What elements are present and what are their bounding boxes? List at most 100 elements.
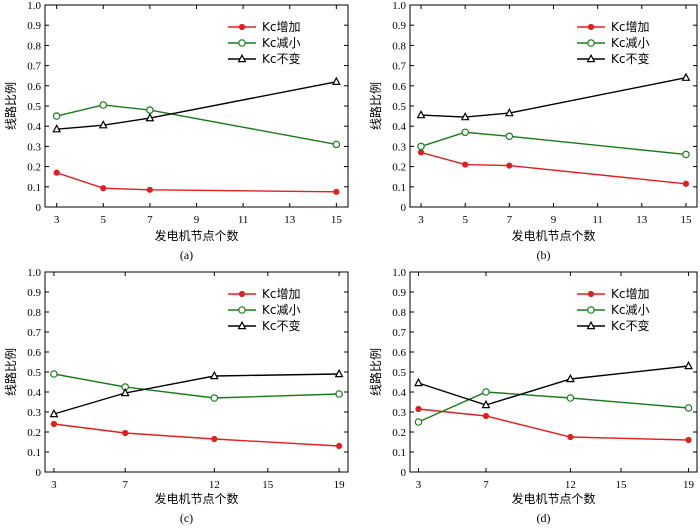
data-point <box>462 161 469 168</box>
data-point <box>52 124 62 133</box>
y-axis-label: 线路比例 <box>3 348 18 396</box>
data-point <box>238 290 246 298</box>
legend-label: Kc增加 <box>262 20 300 34</box>
data-point <box>587 290 595 298</box>
data-point <box>238 39 246 47</box>
y-tick-label: 0.7 <box>27 327 41 339</box>
data-point <box>332 140 341 149</box>
y-tick-label: 1.0 <box>392 0 406 12</box>
y-tick-label: 0.2 <box>392 427 406 439</box>
y-tick-label: 0.3 <box>392 407 406 419</box>
x-axis-label: 发电机节点个数 <box>154 228 238 243</box>
plot-frame <box>44 4 349 208</box>
x-tick-label: 3 <box>416 479 422 491</box>
legend-label: Kc不变 <box>262 51 300 66</box>
y-tick-label: 0.6 <box>27 347 41 359</box>
data-point <box>209 370 219 380</box>
legend-label: Kc不变 <box>611 318 649 333</box>
y-tick-label: 0.8 <box>392 307 406 319</box>
panel-label: (c) <box>180 511 193 525</box>
data-point <box>100 185 107 192</box>
y-tick-label: 0.8 <box>392 40 406 52</box>
x-tick-label: 3 <box>51 479 57 491</box>
data-point <box>505 132 514 141</box>
data-point <box>99 101 108 109</box>
y-tick-label: 0.5 <box>392 101 406 113</box>
series-line <box>53 373 340 399</box>
x-tick-label: 12 <box>209 479 220 491</box>
legend-label: Kc增加 <box>611 287 649 301</box>
data-point <box>335 442 343 450</box>
x-tick-label: 15 <box>331 214 343 226</box>
legend-label: Kc增加 <box>611 20 649 34</box>
y-tick-label: 0.9 <box>392 20 406 32</box>
y-tick-label: 0.7 <box>392 327 406 339</box>
panel-label: (d) <box>537 511 551 525</box>
data-point <box>504 107 514 117</box>
x-axis-label: 发电机节点个数 <box>154 491 238 506</box>
y-tick-label: 0.5 <box>27 101 41 113</box>
data-point <box>49 408 59 418</box>
y-tick-label: 0.5 <box>27 367 41 379</box>
y-tick-label: 0.3 <box>27 407 41 419</box>
data-point <box>145 113 155 122</box>
data-point <box>238 306 246 314</box>
x-tick-label: 5 <box>462 214 468 226</box>
series-line <box>420 131 687 156</box>
data-point <box>50 370 58 378</box>
data-point <box>210 394 219 402</box>
y-tick-label: 0.4 <box>27 121 41 133</box>
data-point <box>682 150 690 159</box>
x-axis-label: 发电机节点个数 <box>511 228 595 243</box>
data-point <box>681 72 691 81</box>
data-point <box>335 390 343 398</box>
x-tick-label: 15 <box>616 479 628 491</box>
series-line <box>418 391 689 423</box>
y-axis-label: 线路比例 <box>3 82 18 130</box>
legend-label: Kc增加 <box>262 287 300 301</box>
y-tick-label: 0.4 <box>392 121 406 133</box>
y-tick-label: 0.8 <box>27 307 41 319</box>
series-line <box>56 81 337 130</box>
data-point <box>237 53 247 63</box>
x-tick-label: 15 <box>680 214 692 226</box>
data-point <box>565 373 575 383</box>
data-point <box>587 306 595 314</box>
x-tick-label: 9 <box>551 214 557 226</box>
x-tick-label: 7 <box>507 214 513 226</box>
chart-panel-2: 0 0.1 0.2 0.3 0.4 0.5 0.6 0.7 0.8 0.9 1.0 3 5 7 9 11 13 1… <box>368 0 698 262</box>
data-point <box>586 320 596 330</box>
x-tick-label: 13 <box>636 214 648 226</box>
data-point <box>237 320 247 330</box>
data-point <box>146 106 154 114</box>
y-tick-label: 1.0 <box>392 267 406 279</box>
data-point <box>98 120 108 129</box>
legend-label: Kc不变 <box>611 51 649 66</box>
y-tick-label: 0.6 <box>392 347 406 359</box>
data-point <box>566 394 575 402</box>
data-point <box>122 429 129 437</box>
y-tick-label: 0.3 <box>27 141 41 153</box>
y-axis-label: 线路比例 <box>368 348 383 396</box>
series-line <box>421 77 687 118</box>
legend-label: Kc减小 <box>611 36 649 50</box>
series-line <box>56 104 337 146</box>
series-line <box>53 373 340 415</box>
plot-frame <box>44 271 349 473</box>
data-point <box>52 112 61 120</box>
data-point <box>482 412 490 420</box>
y-tick-label: 0.9 <box>392 287 406 299</box>
y-tick-label: 0.2 <box>27 427 41 439</box>
y-axis-label: 线路比例 <box>368 82 383 130</box>
x-tick-label: 9 <box>194 214 200 226</box>
x-tick-label: 3 <box>54 214 60 226</box>
y-tick-label: 0.1 <box>27 447 41 459</box>
series-line <box>53 423 340 447</box>
data-point <box>682 180 690 187</box>
plot-frame <box>409 4 698 208</box>
chart-panel-3: 0 0.1 0.2 0.3 0.4 0.5 0.6 0.7 0.8 0.9 1.0 3 7 12 15 19 发… <box>3 267 349 525</box>
data-point <box>53 169 60 176</box>
y-tick-label: 1.0 <box>27 0 41 12</box>
y-tick-label: 0 <box>401 467 407 479</box>
